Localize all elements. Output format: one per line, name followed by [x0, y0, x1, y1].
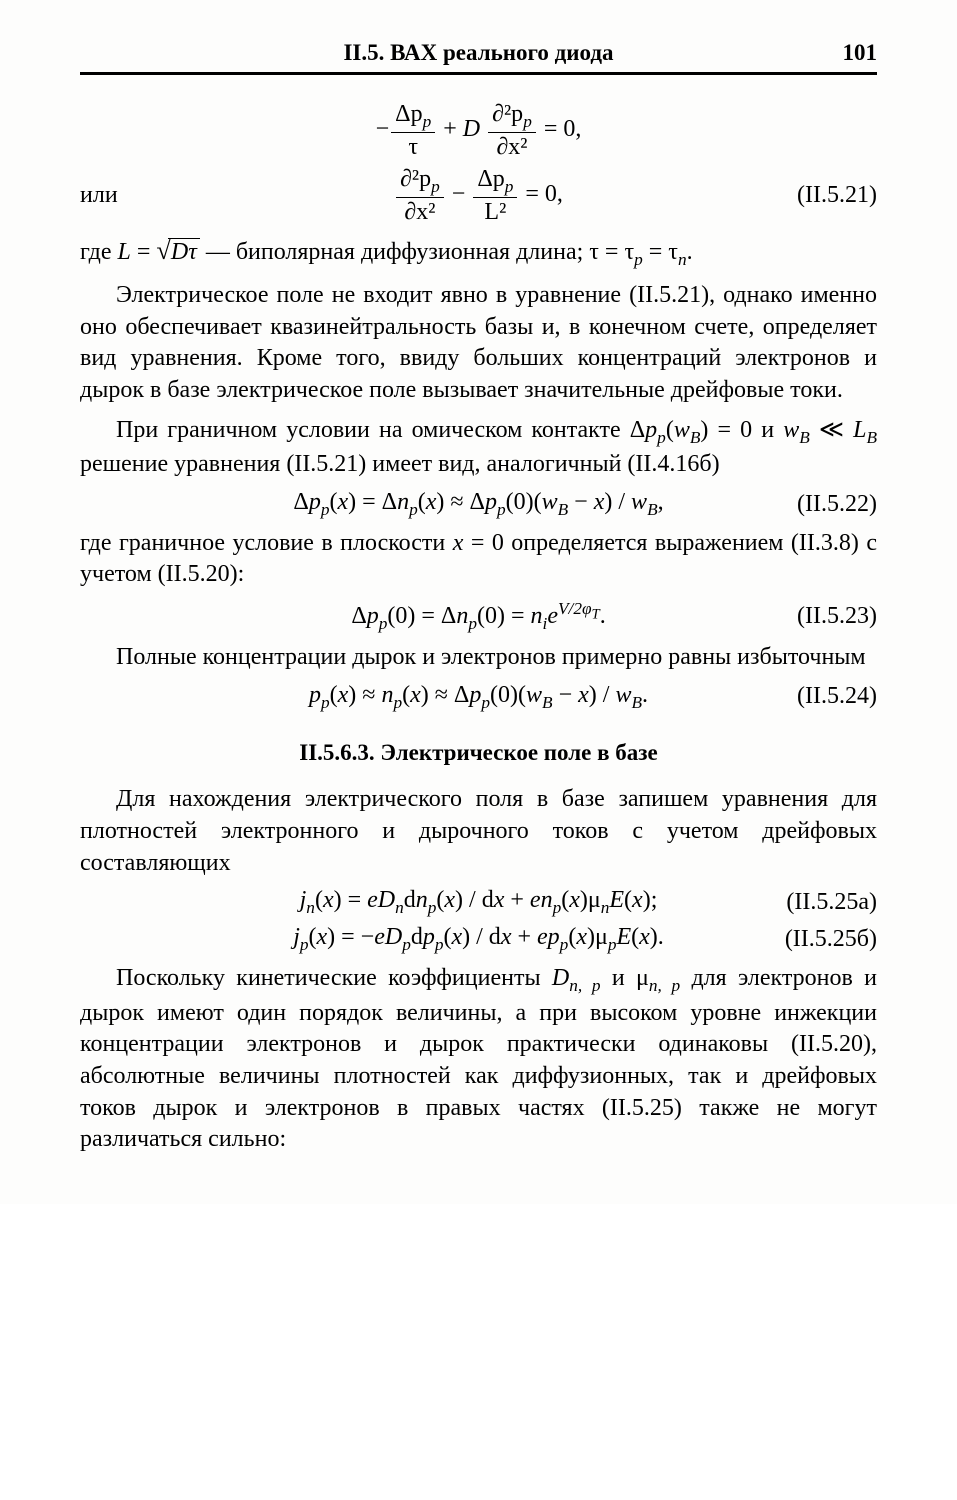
eq-number: (II.5.23) — [797, 603, 877, 630]
or-label: или — [80, 182, 118, 209]
eq-body: jn(x) = eDndnp(x) / dx + enp(x)μnE(x); — [80, 887, 877, 918]
sub-text: p — [505, 177, 514, 196]
eq-body: jp(x) = −eDpdpp(x) / dx + epp(x)μpE(x). — [80, 924, 877, 955]
equation-5-24: pp(x) ≈ np(x) ≈ Δpp(0)(wB − x) / wB. (II… — [80, 682, 877, 713]
eq-body: pp(x) ≈ np(x) ≈ Δpp(0)(wB − x) / wB. — [80, 682, 877, 713]
eq-number: (II.5.25а) — [786, 889, 877, 916]
den-text: ∂x² — [488, 133, 536, 160]
eq-center: −Δppτ + D ∂²pp∂x² = 0, — [80, 101, 877, 160]
equation-5-25a: jn(x) = eDndnp(x) / dx + enp(x)μnE(x); (… — [80, 887, 877, 918]
eq-body: Δpp(0) = Δnp(0) = nieV/2φT. — [80, 599, 877, 634]
sub-text: p — [523, 112, 532, 131]
para-boundary-condition: При граничном условии на омическом конта… — [80, 415, 877, 481]
sub-text: p — [423, 112, 432, 131]
para-where-boundary: где граничное условие в плоскости x = 0 … — [80, 528, 877, 591]
eq-number: (II.5.22) — [797, 491, 877, 518]
den-text: ∂x² — [396, 198, 444, 225]
den-text: τ — [391, 133, 435, 160]
para-where-L: где L = √Dτ — биполярная диффузионная дл… — [80, 233, 877, 272]
eq-tail: = 0, — [519, 181, 563, 207]
section-heading: II.5.6.3. Электрическое поле в базе — [80, 740, 877, 766]
eq-5-21-line2: или ∂²pp∂x² − ΔppL² = 0, (II.5.21) — [80, 166, 877, 225]
page: II.5. ВАХ реального диода 101 −Δppτ + D … — [0, 0, 957, 1204]
num-text: Δp — [395, 101, 422, 127]
equation-5-22: Δpp(x) = Δnp(x) ≈ Δpp(0)(wB − x) / wB, (… — [80, 489, 877, 520]
eq-tail: = 0, — [538, 116, 582, 142]
eq-number: (II.5.21) — [797, 182, 877, 209]
eq-center: ∂²pp∂x² − ΔppL² = 0, — [80, 166, 877, 225]
sub-text: p — [431, 177, 440, 196]
num-text: Δp — [477, 166, 504, 192]
page-header: II.5. ВАХ реального диода 101 — [80, 40, 877, 75]
page-number: 101 — [817, 40, 877, 66]
num-text: ∂²p — [492, 101, 523, 127]
para-full-concentrations: Полные концентрации дырок и электронов п… — [80, 642, 877, 674]
para-kinetic-coefficients: Поскольку кинетические коэффициенты Dn, … — [80, 963, 877, 1156]
D-symbol: D — [463, 116, 480, 142]
den-text: L² — [473, 198, 517, 225]
header-title: II.5. ВАХ реального диода — [140, 40, 817, 66]
eq-number: (II.5.25б) — [785, 926, 877, 953]
eq-number: (II.5.24) — [797, 683, 877, 710]
equation-5-25b: jp(x) = −eDpdpp(x) / dx + epp(x)μpE(x). … — [80, 924, 877, 955]
para-electric-field: Электрическое поле не входит явно в урав… — [80, 280, 877, 407]
para-find-field: Для нахождения электрического поля в баз… — [80, 784, 877, 879]
num-text: ∂²p — [400, 166, 431, 192]
equation-5-21: −Δppτ + D ∂²pp∂x² = 0, или ∂²pp∂x² − Δpp… — [80, 101, 877, 225]
eq-5-21-line1: −Δppτ + D ∂²pp∂x² = 0, — [80, 101, 877, 160]
equation-5-23: Δpp(0) = Δnp(0) = nieV/2φT. (II.5.23) — [80, 599, 877, 634]
eq-body: Δpp(x) = Δnp(x) ≈ Δpp(0)(wB − x) / wB, — [80, 489, 877, 520]
